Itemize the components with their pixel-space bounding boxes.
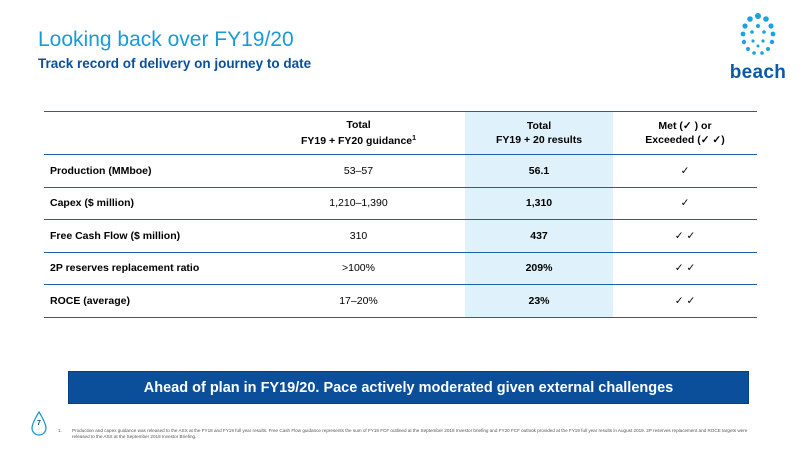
table-row: Production (MMboe) 53–57 56.1 ✓ (44, 154, 757, 188)
row-metric: 2P reserves replacement ratio (44, 252, 252, 285)
header-guidance-text: FY19 + FY20 guidance (300, 135, 413, 147)
water-drop-icon (31, 411, 47, 436)
row-met-check-icon: ✓ ✓ (613, 219, 757, 253)
header-met: Met (✓ ) or Exceeded (✓ ✓) (613, 111, 757, 155)
table-row: Capex ($ million) 1,210–1,390 1,310 ✓ (44, 187, 757, 220)
row-guidance: 310 (252, 219, 465, 253)
table-header-row: Total FY19 + FY20 guidance1 Total FY19 +… (44, 111, 757, 155)
row-metric: ROCE (average) (44, 284, 252, 318)
row-guidance: 1,210–1,390 (252, 187, 465, 220)
row-met-check-icon: ✓ ✓ (613, 284, 757, 318)
row-result: 1,310 (465, 187, 613, 220)
header-met-line1: Met (✓ ) or (658, 120, 712, 132)
row-guidance: 17–20% (252, 284, 465, 318)
row-result: 209% (465, 252, 613, 285)
row-result: 23% (465, 284, 613, 318)
footnote-marker: 1 (412, 135, 417, 142)
logo-wordmark: beach (729, 62, 787, 83)
header-metric (44, 111, 252, 155)
header-results-line2: FY19 + 20 results (495, 134, 583, 146)
page-number: 7 (37, 420, 41, 427)
header-results-line1: Total (526, 120, 552, 132)
table-row: 2P reserves replacement ratio >100% 209%… (44, 252, 757, 285)
summary-banner: Ahead of plan in FY19/20. Pace actively … (68, 371, 749, 404)
footnote: 1. Production and capex guidance was rel… (58, 428, 758, 440)
page-subtitle: Track record of delivery on journey to d… (38, 56, 312, 71)
header-guidance-line2: FY19 + FY20 guidance1 (252, 132, 465, 148)
header-met-line2: Exceeded (✓ ✓) (645, 134, 725, 146)
footnote-number: 1. (58, 428, 62, 433)
row-metric: Capex ($ million) (44, 187, 252, 220)
row-metric: Free Cash Flow ($ million) (44, 219, 252, 253)
row-result: 437 (465, 219, 613, 253)
row-guidance: 53–57 (252, 154, 465, 188)
row-result: 56.1 (465, 154, 613, 188)
results-table: Total FY19 + FY20 guidance1 Total FY19 +… (44, 111, 757, 318)
row-guidance: >100% (252, 252, 465, 285)
water-drop-logo-icon (740, 13, 776, 55)
row-metric: Production (MMboe) (44, 154, 252, 188)
row-met-check-icon: ✓ (613, 154, 757, 188)
table-row: ROCE (average) 17–20% 23% ✓ ✓ (44, 284, 757, 318)
footnote-text: Production and capex guidance was releas… (72, 428, 748, 439)
beach-logo: beach (728, 12, 788, 84)
page-title: Looking back over FY19/20 (38, 28, 294, 51)
header-guidance: Total FY19 + FY20 guidance1 (252, 111, 465, 155)
header-guidance-line1: Total (346, 119, 371, 131)
header-results: Total FY19 + 20 results (465, 111, 613, 155)
row-met-check-icon: ✓ ✓ (613, 252, 757, 285)
table-row: Free Cash Flow ($ million) 310 437 ✓ ✓ (44, 219, 757, 253)
row-met-check-icon: ✓ (613, 187, 757, 220)
